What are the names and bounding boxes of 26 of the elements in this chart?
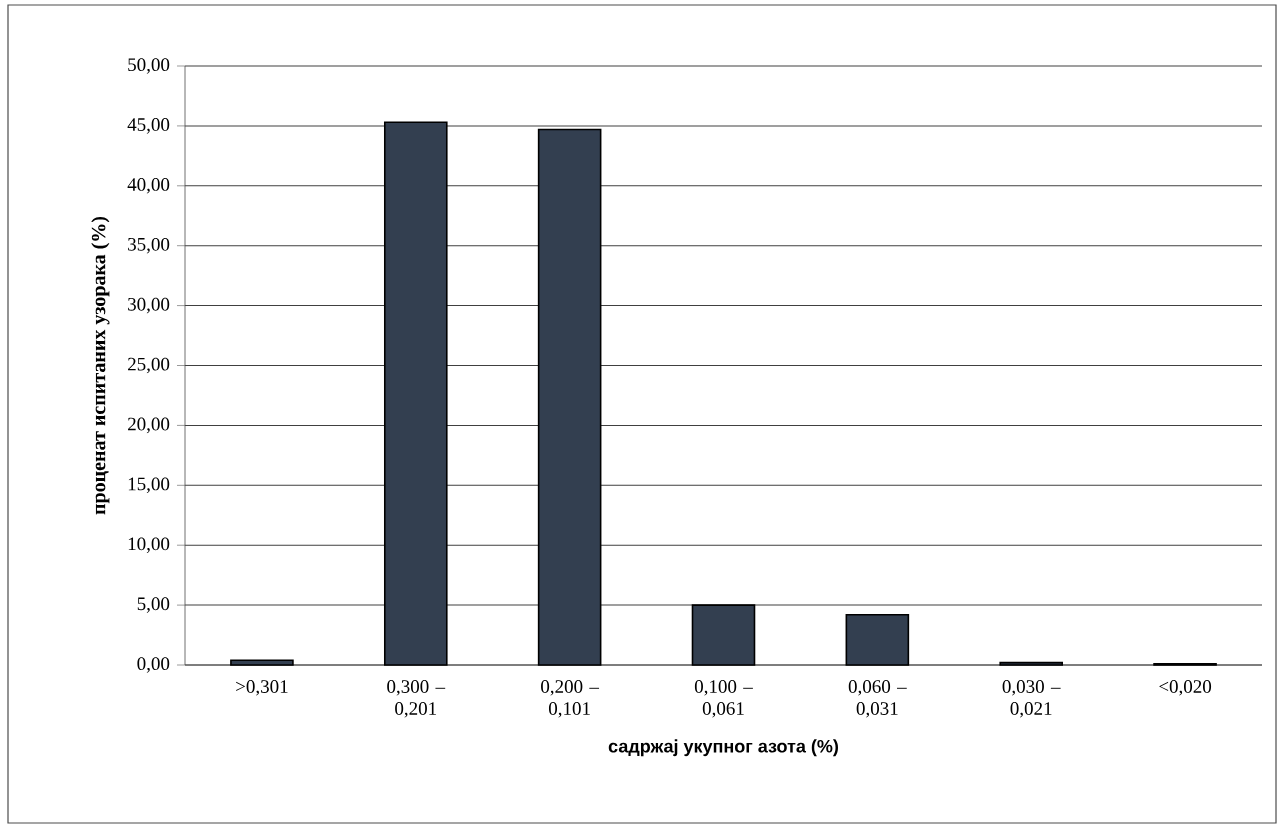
y-tick-label: 25,00 (128, 357, 170, 374)
y-tick-label: 10,00 (128, 537, 170, 553)
y-tick-label: 5,00 (137, 597, 170, 613)
y-tick-label: 15,00 (128, 477, 170, 494)
x-tick-label: 0,300 – 0,201 (387, 680, 446, 718)
x-tick-label: >0,301 (236, 680, 288, 696)
bar (691, 604, 756, 666)
x-axis-title: садржај укупног азота (%) (608, 739, 838, 757)
bar (845, 613, 910, 666)
bar (999, 661, 1063, 666)
bar (383, 121, 448, 666)
y-tick-label: 40,00 (127, 178, 170, 194)
y-tick-label: 0,00 (137, 657, 170, 673)
y-tick-label: 50,00 (128, 58, 170, 74)
x-tick-label: <0,020 (1159, 680, 1212, 696)
x-tick-label: 0,060 – 0,031 (848, 680, 907, 718)
bar (537, 128, 602, 666)
x-tick-label: 0,100 – 0,061 (694, 680, 753, 718)
y-tick-label: 30,00 (128, 297, 170, 314)
y-axis-title: проценат испитаних узорака (%) (91, 216, 110, 515)
y-tick-label: 35,00 (128, 237, 170, 254)
bar (230, 659, 294, 666)
y-tick-label: 45,00 (127, 118, 170, 134)
y-tick-label: 20,00 (128, 417, 170, 434)
x-tick-label: 0,030 – 0,021 (1002, 680, 1061, 718)
x-tick-label: 0,200 – 0,101 (541, 680, 600, 718)
